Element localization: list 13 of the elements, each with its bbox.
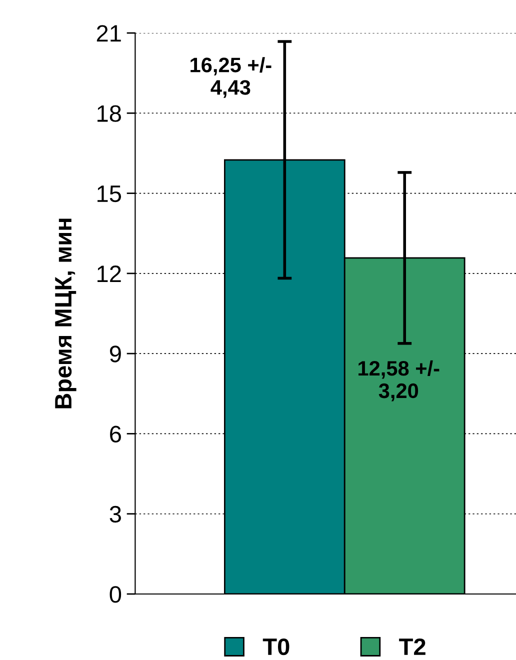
y-tick-label: 15 — [98, 186, 122, 202]
y-axis-title: Время МЦК, мин — [55, 218, 76, 408]
y-tick-label: 9 — [110, 346, 121, 362]
legend-label: T2 — [399, 638, 426, 655]
y-tick-label: 18 — [98, 105, 121, 122]
y-tick-label: 0 — [110, 586, 122, 603]
y-tick-label: 6 — [110, 426, 121, 442]
y-tick-label: 21 — [96, 25, 121, 42]
y-tick-label: 3 — [110, 506, 121, 523]
legend-label: T0 — [262, 638, 290, 656]
y-tick-label: 12 — [98, 265, 121, 282]
data-label: 16,25 +/- 4,43 — [190, 57, 272, 98]
data-label: 12,58 +/- 3,20 — [358, 360, 440, 402]
